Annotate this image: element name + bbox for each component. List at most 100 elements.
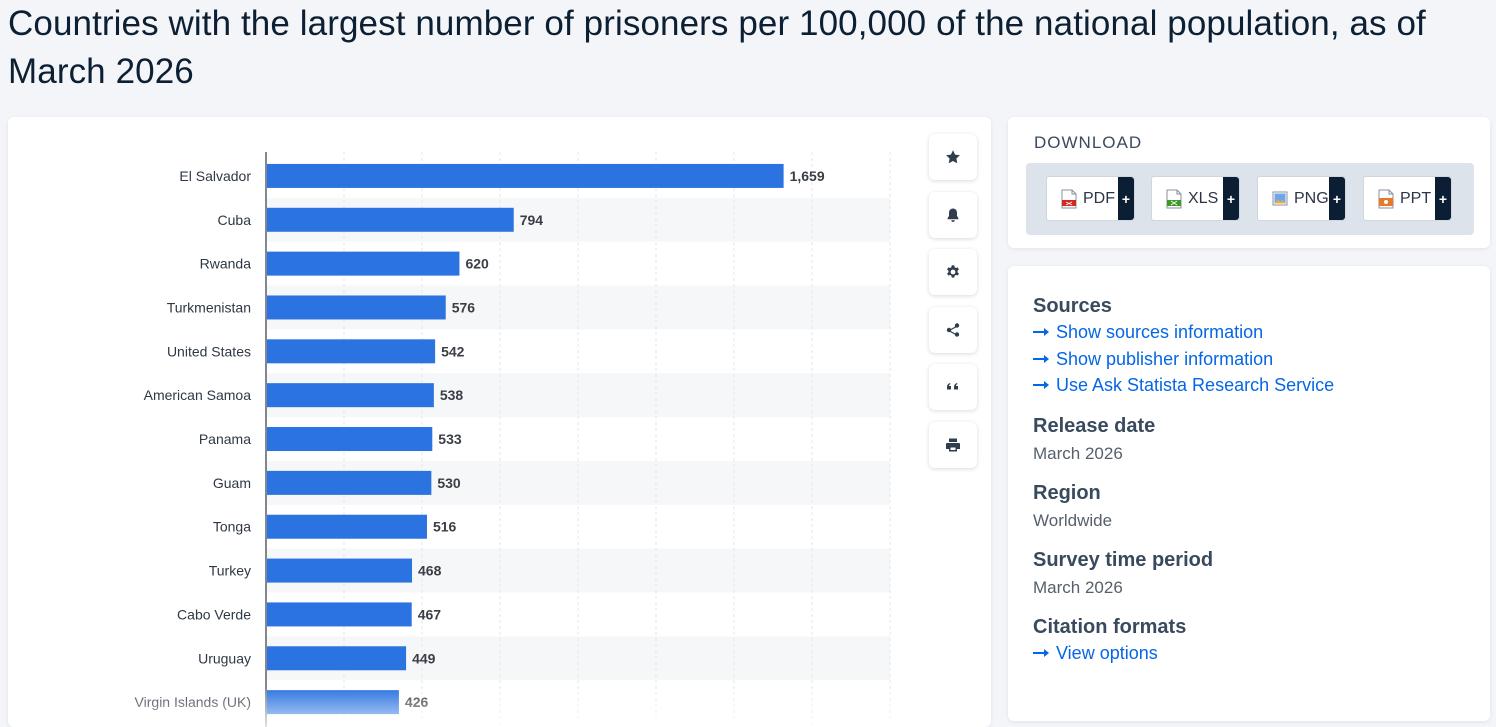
data-label: 620 — [465, 256, 489, 272]
share-icon — [946, 322, 960, 337]
category-label: Turkmenistan — [167, 299, 251, 315]
sources-heading: Sources — [1033, 295, 1112, 317]
data-label: 516 — [433, 519, 457, 535]
bell-icon — [947, 208, 959, 222]
category-label: Turkey — [209, 563, 251, 579]
category-label: American Samoa — [144, 387, 252, 403]
data-label: 1,659 — [790, 168, 825, 184]
printer-icon — [946, 438, 960, 451]
bar[interactable] — [267, 295, 446, 320]
download-xls-button[interactable]: XLS + — [1151, 176, 1240, 221]
download-panel: DOWNLOAD PDF + XLS + PNG + PPT + — [1008, 117, 1490, 248]
download-xls-label: XLS — [1188, 189, 1219, 207]
share-button[interactable] — [929, 306, 977, 353]
arrow-right-icon — [1033, 648, 1049, 657]
quote-icon — [947, 383, 958, 390]
show-publisher-link-label: Show publisher information — [1056, 348, 1274, 369]
download-ppt-button[interactable]: PPT + — [1363, 176, 1452, 221]
download-xls-plus[interactable]: + — [1223, 177, 1239, 220]
data-label: 576 — [452, 299, 476, 315]
download-png-button[interactable]: PNG + — [1257, 176, 1346, 221]
sources-section: Sources Show sources information Show pu… — [1033, 293, 1473, 399]
print-button[interactable] — [929, 421, 977, 468]
category-label: El Salvador — [179, 168, 251, 184]
view-options-link[interactable]: View options — [1033, 640, 1473, 667]
category-label: United States — [167, 343, 251, 359]
data-label: 467 — [418, 606, 442, 622]
favorite-button[interactable] — [929, 134, 977, 180]
region-value: Worldwide — [1033, 510, 1113, 530]
data-label: 426 — [405, 694, 429, 710]
arrow-right-icon — [1033, 381, 1049, 390]
xls-file-icon — [1166, 189, 1182, 208]
bar[interactable] — [267, 690, 399, 715]
data-label: 794 — [520, 212, 544, 228]
settings-button[interactable] — [929, 249, 977, 295]
category-label: Virgin Islands (UK) — [135, 694, 251, 710]
notification-button[interactable] — [929, 191, 977, 238]
research-service-link-label: Use Ask Statista Research Service — [1056, 375, 1335, 395]
category-label: Panama — [199, 431, 251, 447]
download-pdf-plus[interactable]: + — [1118, 177, 1134, 220]
bar[interactable] — [267, 339, 436, 364]
bar[interactable] — [267, 427, 433, 452]
bar[interactable] — [267, 602, 412, 627]
category-label: Cabo Verde — [177, 606, 251, 622]
data-label: 468 — [418, 563, 442, 579]
info-panel: Sources Show sources information Show pu… — [1008, 266, 1490, 721]
data-label: 533 — [438, 431, 462, 447]
download-pdf-label: PDF — [1083, 189, 1115, 207]
download-ppt-plus[interactable]: + — [1435, 177, 1451, 220]
research-service-link[interactable]: Use Ask Statista Research Service — [1033, 372, 1473, 399]
release-date-section: Release date March 2026 — [1033, 413, 1473, 466]
category-label: Tonga — [213, 519, 251, 535]
region-heading: Region — [1033, 481, 1101, 504]
bar-chart: El Salvador 1,659 Cuba 794 Rwanda 620 Turkmeni… — [135, 152, 891, 727]
region-section: Region Worldwide — [1033, 480, 1473, 533]
png-file-icon — [1272, 191, 1288, 205]
download-button-bar: PDF + XLS + PNG + PPT + — [1026, 163, 1474, 235]
show-sources-link[interactable]: Show sources information — [1033, 319, 1473, 346]
bar[interactable] — [267, 207, 514, 232]
chart-toolbar — [929, 134, 977, 479]
data-label: 530 — [437, 475, 461, 491]
citation-heading: Citation formats — [1033, 615, 1187, 638]
release-date-value: March 2026 — [1033, 443, 1123, 463]
arrow-right-icon — [1033, 328, 1049, 337]
bar[interactable] — [267, 514, 427, 539]
bar[interactable] — [267, 470, 432, 495]
bar[interactable] — [267, 558, 413, 583]
survey-period-section: Survey time period March 2026 — [1033, 547, 1473, 600]
category-label: Uruguay — [198, 650, 251, 666]
pdf-file-icon — [1061, 189, 1077, 208]
category-label: Rwanda — [200, 256, 252, 272]
category-label: Guam — [213, 475, 251, 491]
star-icon — [946, 150, 960, 164]
ppt-file-icon — [1378, 189, 1394, 208]
show-sources-link-label: Show sources information — [1056, 322, 1264, 342]
bar[interactable] — [267, 383, 434, 408]
survey-period-value: March 2026 — [1033, 577, 1123, 597]
survey-period-heading: Survey time period — [1033, 548, 1214, 571]
arrow-right-icon — [1033, 354, 1049, 363]
data-label: 449 — [412, 650, 436, 666]
show-publisher-link[interactable]: Show publisher information — [1033, 346, 1473, 373]
download-png-plus[interactable]: + — [1329, 177, 1345, 220]
view-options-link-label: View options — [1056, 642, 1158, 663]
gear-icon — [947, 265, 959, 278]
download-pdf-button[interactable]: PDF + — [1046, 176, 1135, 221]
citation-section: Citation formats View options — [1033, 614, 1473, 667]
download-png-label: PNG — [1294, 189, 1329, 207]
cite-button[interactable] — [929, 364, 977, 410]
bar[interactable] — [267, 163, 784, 188]
download-title: DOWNLOAD — [1034, 133, 1143, 152]
data-label: 538 — [440, 387, 464, 403]
category-label: Cuba — [218, 212, 252, 228]
chart-card: El Salvador 1,659 Cuba 794 Rwanda 620 Turkmeni… — [8, 117, 991, 727]
bar[interactable] — [267, 251, 460, 276]
bar[interactable] — [267, 646, 407, 671]
release-date-heading: Release date — [1033, 414, 1156, 437]
download-ppt-label: PPT — [1400, 189, 1432, 207]
page-title: Countries with the largest number of pri… — [8, 4, 1426, 91]
data-label: 542 — [441, 343, 465, 359]
